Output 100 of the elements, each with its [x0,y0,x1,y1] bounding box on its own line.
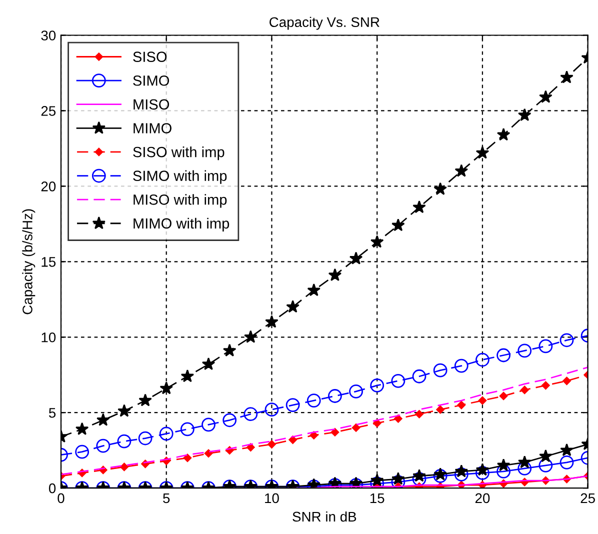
point [436,405,444,414]
point [476,352,490,367]
point [286,300,300,313]
point [159,426,174,441]
point [560,455,574,470]
point [264,402,279,417]
point [138,431,152,446]
point [370,474,384,486]
point [180,422,194,436]
point [222,413,237,428]
point [118,404,131,417]
point [539,449,552,462]
y-tick-label: 20 [41,182,56,192]
x-axis-title: SNR in dB [292,511,356,522]
point [183,454,192,462]
legend-label: MIMO [134,123,172,134]
point [433,363,448,378]
point [434,182,447,195]
point [352,424,360,432]
point [180,369,194,382]
x-tick-label: 10 [265,493,279,504]
legend-label: MISO with imp [134,194,227,208]
point [538,458,553,472]
point [434,468,447,480]
point [518,462,532,476]
point [246,443,255,452]
point [496,348,510,362]
point [222,344,236,356]
point [542,381,550,390]
point [330,428,340,436]
x-tick-label: 25 [580,493,595,504]
point [96,438,110,453]
point [306,394,321,408]
point [454,164,468,177]
point [328,268,342,281]
y-tick-label: 0 [48,483,56,494]
y-tick-label: 15 [42,257,56,267]
point [496,458,510,472]
y-tick-label: 10 [42,332,56,342]
point [349,252,363,264]
point [454,464,468,478]
point [476,146,490,159]
point [478,396,487,405]
point [120,462,128,472]
point [75,422,89,435]
point [520,386,529,394]
point [268,440,276,448]
point [496,128,510,141]
point [370,235,384,248]
point [457,400,466,410]
legend-label: SIMO [133,75,170,86]
point [560,443,574,456]
legend-label: SISO [133,52,167,62]
y-tick-label: 30 [41,30,56,40]
point [499,392,508,400]
y-tick-label: 25 [41,106,56,116]
point [244,330,258,343]
point [454,358,468,373]
chart-title: Capacity Vs. SNR [270,16,380,30]
point [392,472,405,485]
point [370,378,384,392]
point [433,469,448,483]
x-tick-label: 0 [58,493,64,504]
point [244,407,258,422]
point [204,449,213,458]
point [476,463,490,476]
legend-label: MIMO with imp [134,218,230,232]
point [560,70,574,84]
point [415,410,424,418]
x-tick-label: 20 [475,493,490,504]
legend-label: SIMO with imp [133,170,227,184]
point [117,434,132,448]
point [328,389,342,403]
point [372,419,382,428]
point [265,315,278,328]
point [75,444,90,459]
point [202,357,216,370]
y-axis-title: Capacity (b/s/Hz) [22,209,36,314]
point [560,333,574,348]
point [454,468,468,482]
point [518,108,532,121]
point [518,344,532,358]
point [496,464,510,478]
point [412,469,426,482]
point [96,413,110,426]
point [391,374,406,388]
y-tick-label: 5 [48,408,56,418]
x-tick-label: 15 [370,493,384,504]
point [202,418,216,432]
point [518,455,532,468]
point [412,369,426,384]
point [539,90,552,103]
point [538,339,553,354]
point [392,218,405,232]
point [307,283,321,296]
point [412,200,426,214]
point [310,431,318,440]
point [562,376,571,386]
point [394,414,402,423]
point [286,398,300,412]
